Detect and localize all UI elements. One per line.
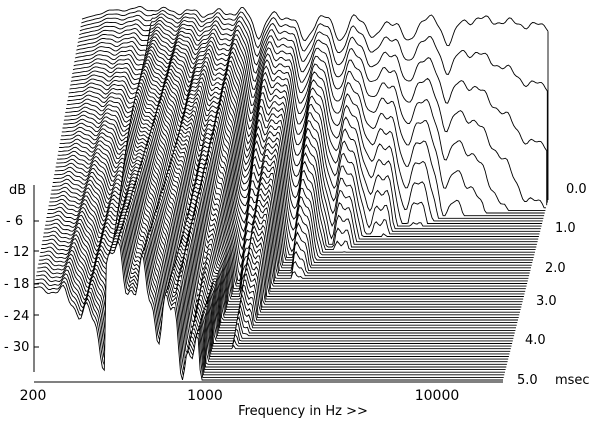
decay-slice-line [72, 52, 539, 237]
decay-slice-line [65, 85, 533, 264]
time-tick-label: 3.0 [536, 294, 557, 309]
decay-slice-line [70, 62, 537, 245]
decay-slice-line [41, 202, 511, 352]
decay-slice-line [68, 68, 536, 251]
decay-slice-line [56, 131, 524, 297]
decay-slice-line [52, 151, 521, 311]
decay-slice-line [63, 95, 531, 271]
frequency-tick-label: 10000 [415, 388, 460, 404]
db-tick-label: - 6 [6, 214, 23, 229]
db-axis: dB - 6 - 12 - 18 - 24 - 30 [4, 183, 39, 372]
decay-slice-line [37, 222, 507, 368]
db-tick-label: - 24 [4, 309, 29, 324]
decay-slice-line [80, 13, 548, 151]
decay-slice-line [79, 16, 546, 209]
decay-slice-line [57, 123, 526, 292]
decay-slice-line [52, 153, 520, 313]
db-axis-label: dB [9, 183, 26, 198]
decay-slice-line [56, 127, 525, 295]
decay-slice-line [81, 10, 548, 92]
time-axis: 0.0 1.0 2.0 3.0 4.0 5.0 msec [517, 182, 590, 388]
decay-slice-line [73, 45, 541, 232]
db-tick-label: - 30 [4, 340, 29, 355]
decay-slice-line [71, 56, 539, 240]
frequency-axis: 200 1000 10000 Frequency in Hz >> [20, 381, 503, 419]
decay-slice-line [47, 176, 516, 331]
decay-slice-line [79, 20, 546, 211]
decay-slice-line [59, 110, 528, 284]
decay-slice-line [45, 186, 514, 339]
decay-slice-line [68, 72, 535, 253]
decay-slice-line [35, 234, 505, 376]
decay-slice-line [64, 88, 532, 266]
decay-slice-line [42, 196, 512, 347]
decay-slice-line [38, 219, 507, 365]
decay-slice-line [75, 36, 543, 224]
decay-slice-line [40, 210, 509, 357]
decay-slice-line [70, 59, 538, 243]
decay-slice-line [76, 29, 544, 219]
decay-slice-line [47, 173, 516, 329]
decay-slice-line [62, 99, 530, 274]
time-axis-unit: msec [555, 373, 590, 388]
decay-slice-line [53, 147, 522, 308]
frequency-axis-title: Frequency in Hz >> [238, 404, 368, 419]
decay-slice-line [54, 139, 523, 303]
db-tick-label: - 18 [4, 277, 29, 292]
decay-slice-line [54, 143, 522, 305]
decay-slice-line [66, 79, 534, 258]
decay-slice-line [65, 82, 533, 261]
decay-slice-line [49, 166, 518, 324]
decay-slice-line [58, 119, 526, 290]
decay-slice-fill [34, 241, 503, 380]
decay-slice-line [72, 49, 540, 235]
decay-slice-line [50, 159, 519, 318]
decay-slice-line [63, 91, 531, 269]
decay-slice-line [42, 199, 511, 350]
time-tick-label: 4.0 [525, 333, 546, 348]
frequency-tick-label: 1000 [187, 388, 223, 404]
decay-slice-line [61, 104, 529, 279]
decay-slice-line [61, 101, 530, 277]
decay-slice-line [36, 226, 506, 371]
decay-slice-line [39, 214, 509, 360]
time-tick-label: 0.0 [566, 182, 587, 197]
decay-slice-line [55, 135, 524, 300]
time-tick-label: 1.0 [555, 221, 576, 236]
frequency-tick-label: 200 [20, 388, 47, 404]
decay-slice-line [78, 23, 545, 214]
time-tick-label: 5.0 [517, 373, 538, 388]
decay-slice-line [51, 156, 520, 316]
decay-slice-line [44, 190, 513, 342]
decay-slice-line [67, 75, 535, 256]
decay-slice-line [38, 216, 508, 363]
decay-slice-line [43, 193, 513, 344]
decay-slices [33, 6, 549, 381]
decay-slice-line [76, 32, 543, 222]
decay-slice-line [34, 237, 504, 378]
decay-slice-line [45, 182, 515, 337]
decay-slice-line [46, 178, 515, 334]
decay-slice-line [60, 107, 528, 282]
decay-slice-line [69, 65, 537, 248]
decay-slice-line [77, 26, 545, 217]
decay-slice-line [74, 42, 541, 230]
decay-slice-line [33, 240, 503, 381]
decay-slice-line [36, 230, 505, 373]
decay-slice-line [50, 162, 518, 321]
db-tick-label: - 12 [4, 245, 29, 260]
decay-slice-line [74, 39, 542, 227]
time-tick-label: 2.0 [545, 261, 566, 276]
decay-slice-line [40, 206, 510, 355]
decay-slice-line [48, 171, 517, 326]
decay-slice-line [81, 6, 549, 47]
decay-slice-line [58, 115, 527, 287]
